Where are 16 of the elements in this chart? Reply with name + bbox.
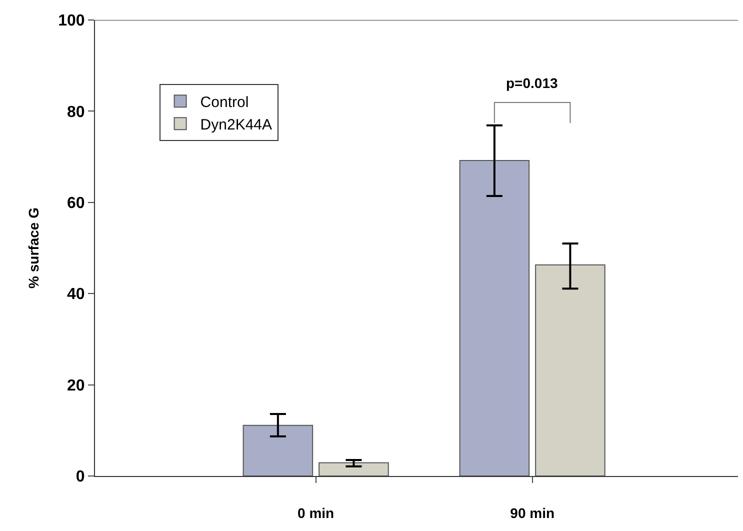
legend-label: Dyn2K44A — [200, 116, 272, 134]
legend-label: Control — [200, 94, 249, 111]
bar — [242, 424, 314, 476]
bar — [318, 462, 389, 476]
y-axis-title: % surface G — [26, 207, 42, 288]
x-tick-label: 0 min — [298, 504, 334, 521]
annotation: p=0.013 — [506, 75, 558, 91]
bar — [459, 160, 530, 476]
y-tick-label: 40 — [67, 286, 85, 304]
y-tick-label: 0 — [76, 468, 85, 486]
y-tick-label: 20 — [67, 377, 85, 394]
y-tick-label: 80 — [67, 104, 85, 121]
x-tick-label: 90 min — [510, 504, 555, 521]
y-tick-label: 100 — [58, 12, 85, 30]
bar — [535, 264, 606, 476]
y-tick-label: 60 — [67, 195, 85, 212]
